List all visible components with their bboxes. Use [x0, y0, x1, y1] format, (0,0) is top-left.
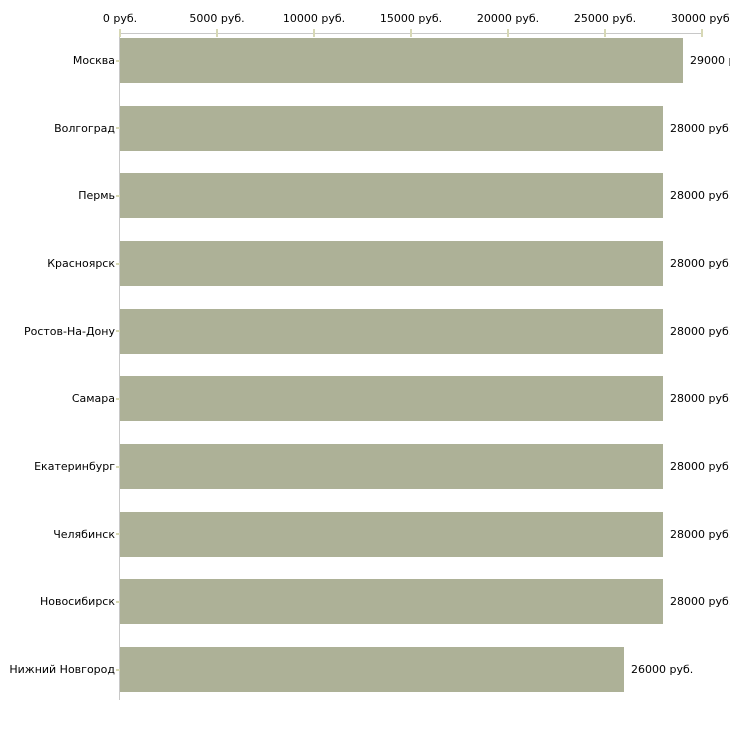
- value-label: 28000 руб.: [670, 122, 730, 135]
- category-label: Челябинск: [53, 528, 115, 541]
- value-label: 28000 руб.: [670, 528, 730, 541]
- y-tick-mark: [116, 669, 121, 671]
- y-tick-mark: [116, 330, 121, 332]
- y-tick-mark: [116, 398, 121, 400]
- x-tick-mark: [216, 29, 218, 37]
- x-tick-label: 15000 руб.: [379, 12, 443, 25]
- category-label: Нижний Новгород: [9, 663, 115, 676]
- value-label: 29000 руб.: [690, 54, 730, 67]
- y-tick-mark: [116, 533, 121, 535]
- x-tick-mark: [507, 29, 509, 37]
- bar: [120, 106, 663, 151]
- value-label: 28000 руб.: [670, 460, 730, 473]
- x-tick-label: 10000 руб.: [282, 12, 346, 25]
- y-tick-mark: [116, 195, 121, 197]
- bar: [120, 647, 624, 692]
- bar: [120, 309, 663, 354]
- x-tick-label: 5000 руб.: [189, 12, 245, 25]
- bar: [120, 512, 663, 557]
- x-tick-mark: [119, 29, 121, 37]
- value-label: 28000 руб.: [670, 392, 730, 405]
- bar: [120, 173, 663, 218]
- category-label: Красноярск: [47, 257, 115, 270]
- x-tick-mark: [313, 29, 315, 37]
- category-label: Пермь: [78, 189, 115, 202]
- value-label: 28000 руб.: [670, 257, 730, 270]
- category-label: Волгоград: [54, 122, 115, 135]
- bar: [120, 241, 663, 286]
- y-tick-mark: [116, 263, 121, 265]
- category-label: Екатеринбург: [34, 460, 115, 473]
- x-tick-label: 0 руб.: [102, 12, 138, 25]
- bar: [120, 444, 663, 489]
- y-axis-line: [119, 33, 120, 700]
- y-tick-mark: [116, 466, 121, 468]
- value-label: 28000 руб.: [670, 595, 730, 608]
- bar: [120, 376, 663, 421]
- category-label: Самара: [71, 392, 115, 405]
- category-label: Ростов-На-Дону: [23, 325, 115, 338]
- value-label: 28000 руб.: [670, 189, 730, 202]
- bar: [120, 38, 683, 83]
- category-label: Москва: [72, 54, 115, 67]
- x-tick-label: 20000 руб.: [476, 12, 540, 25]
- x-tick-mark: [410, 29, 412, 37]
- x-tick-mark: [604, 29, 606, 37]
- y-tick-mark: [116, 127, 121, 129]
- category-label: Новосибирск: [39, 595, 115, 608]
- y-tick-mark: [116, 60, 121, 62]
- value-label: 26000 руб.: [631, 663, 694, 676]
- x-tick-label: 30000 руб.: [670, 12, 730, 25]
- bar: [120, 579, 663, 624]
- value-label: 28000 руб.: [670, 325, 730, 338]
- x-tick-mark: [701, 29, 703, 37]
- x-tick-label: 25000 руб.: [573, 12, 637, 25]
- y-tick-mark: [116, 601, 121, 603]
